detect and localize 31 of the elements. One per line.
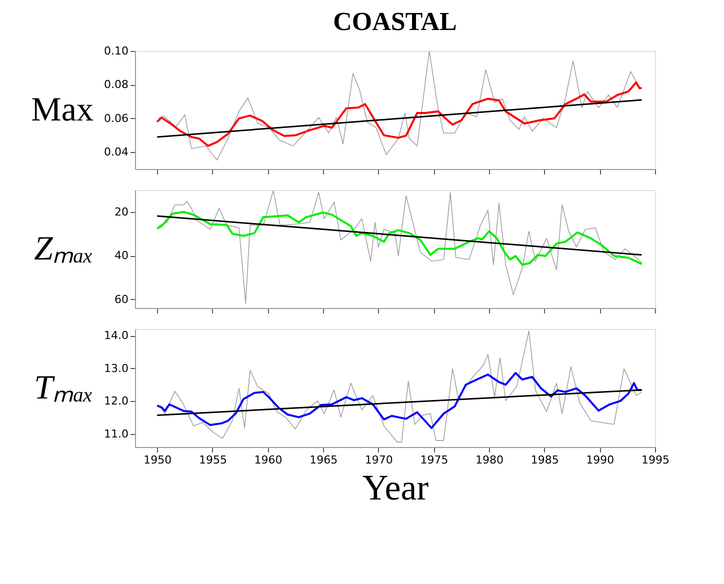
line-series xyxy=(156,210,643,266)
y-tick-label: 20 xyxy=(114,205,128,218)
y-tick-label: 0.10 xyxy=(104,44,128,58)
y-tick-label: 13.0 xyxy=(104,362,128,375)
x-axis-title: Year xyxy=(362,468,429,508)
y-axis-title: Zₘₐₓ xyxy=(34,230,94,268)
y-tick-label: 0.08 xyxy=(104,78,128,92)
x-tick-label: 1960 xyxy=(254,454,282,466)
x-tick-label: 1985 xyxy=(530,454,559,466)
y-tick-label: 11.0 xyxy=(104,427,128,440)
line-series xyxy=(158,190,642,304)
x-tick-label: 1975 xyxy=(420,454,448,466)
y-tick-label: 0.04 xyxy=(104,146,128,159)
x-tick-label: 1980 xyxy=(476,454,504,466)
x-tick-label: 1955 xyxy=(198,454,227,466)
y-tick-label: 40 xyxy=(114,249,128,262)
line-series xyxy=(158,330,642,442)
line-series xyxy=(156,372,643,429)
x-tick-label: 1970 xyxy=(364,454,393,466)
x-tick-label: 1950 xyxy=(144,454,172,466)
y-tick-label: 0.06 xyxy=(104,112,128,125)
y-tick-label: 60 xyxy=(114,292,128,306)
y-tick-label: 14.0 xyxy=(104,329,128,342)
chart-title: COASTAL xyxy=(333,7,457,36)
x-tick-label: 1990 xyxy=(586,454,614,466)
y-tick-label: 12.0 xyxy=(104,394,128,408)
x-tick-label: 1965 xyxy=(310,454,338,466)
y-axis-title: Max xyxy=(31,92,94,128)
x-tick-label: 1995 xyxy=(642,454,670,466)
line-series xyxy=(156,81,643,147)
y-axis-title: Tₘₐₓ xyxy=(34,370,94,406)
